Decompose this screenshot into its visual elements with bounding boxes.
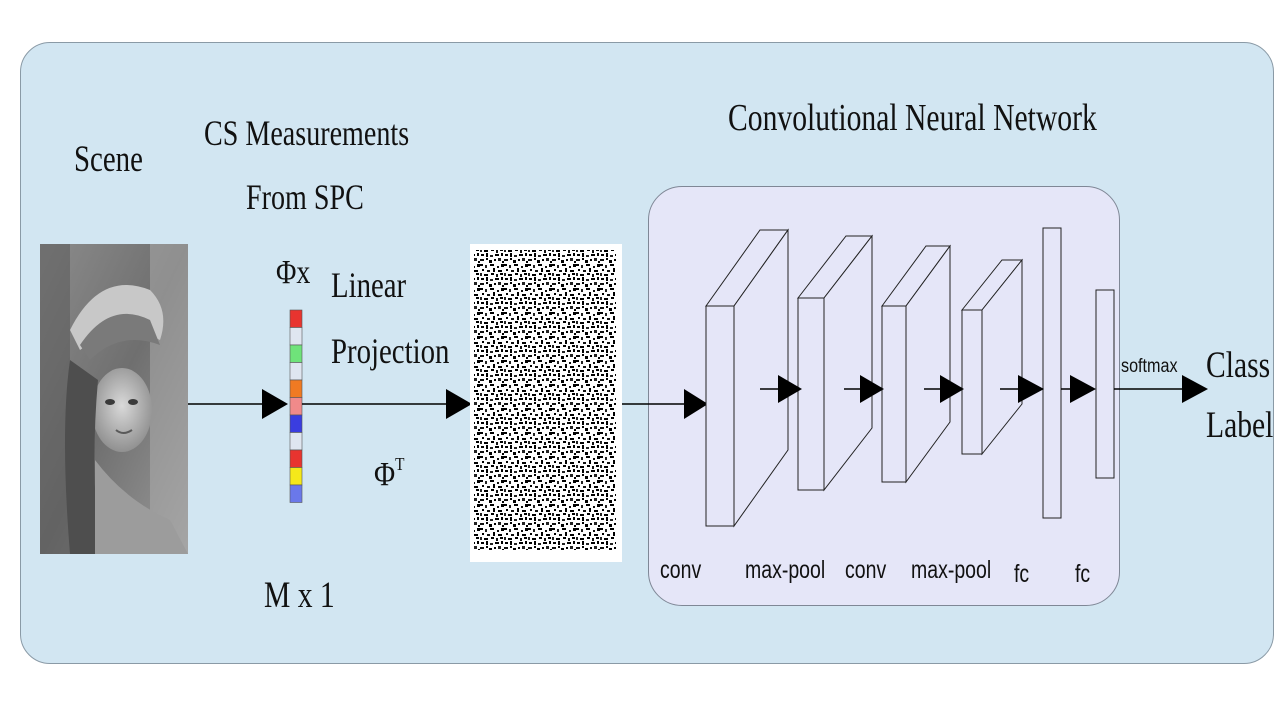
cnn-title: Convolutional Neural Network	[728, 97, 1097, 139]
class-label-line1: Class	[1206, 345, 1271, 386]
cs-measurements-label: CS Measurements	[204, 113, 410, 153]
measurement-cell	[289, 467, 303, 486]
phi-transpose-base: Φ	[374, 456, 396, 493]
fc-layer-2	[1095, 289, 1115, 479]
fc-2-label: fc	[1075, 560, 1091, 588]
conv-2-label: conv	[845, 556, 887, 584]
maxpool-layer-2	[960, 258, 1024, 456]
phi-transpose-label: ΦT	[374, 454, 405, 494]
measurement-vector	[289, 309, 303, 503]
fc-layer-1	[1042, 227, 1062, 519]
measurement-cell	[289, 397, 303, 416]
measurement-cell	[289, 449, 303, 468]
arrow-right-icon	[1061, 375, 1096, 403]
arrow-right-icon	[622, 389, 708, 419]
arrow-right-icon	[760, 375, 802, 403]
conv-layer-2	[881, 244, 951, 484]
arrow-right-icon	[1114, 375, 1208, 403]
linear-label: Linear	[331, 265, 407, 305]
scene-image	[40, 244, 188, 554]
maxpool-layer-1	[796, 234, 874, 492]
measurement-cell	[289, 379, 303, 398]
phi-transpose-sup: T	[395, 454, 405, 474]
measurement-cell	[289, 327, 303, 346]
from-spc-label: From SPC	[246, 177, 364, 217]
scene-label: Scene	[74, 139, 143, 180]
maxpool-1-label: max-pool	[745, 556, 826, 584]
softmax-label: softmax	[1121, 356, 1178, 377]
measurement-cell	[289, 362, 303, 381]
arrow-right-icon	[302, 389, 472, 419]
measurement-cell	[289, 344, 303, 363]
phi-x-label: Φx	[276, 254, 311, 291]
conv-1-label: conv	[660, 556, 702, 584]
arrow-right-icon	[844, 375, 884, 403]
m-by-1-label: M x 1	[264, 575, 335, 616]
measurement-cell	[289, 309, 303, 328]
measurement-cell	[289, 432, 303, 451]
arrow-right-icon	[188, 389, 288, 419]
measurement-cell	[289, 414, 303, 433]
arrow-right-icon	[1000, 375, 1044, 403]
fc-1-label: fc	[1014, 560, 1030, 588]
conv-layer-1	[705, 228, 789, 528]
measurement-image	[470, 244, 622, 562]
measurement-cell	[289, 484, 303, 503]
projection-label: Projection	[331, 331, 450, 371]
arrow-right-icon	[924, 375, 964, 403]
class-label-line2: Label	[1206, 405, 1274, 446]
maxpool-2-label: max-pool	[911, 556, 992, 584]
